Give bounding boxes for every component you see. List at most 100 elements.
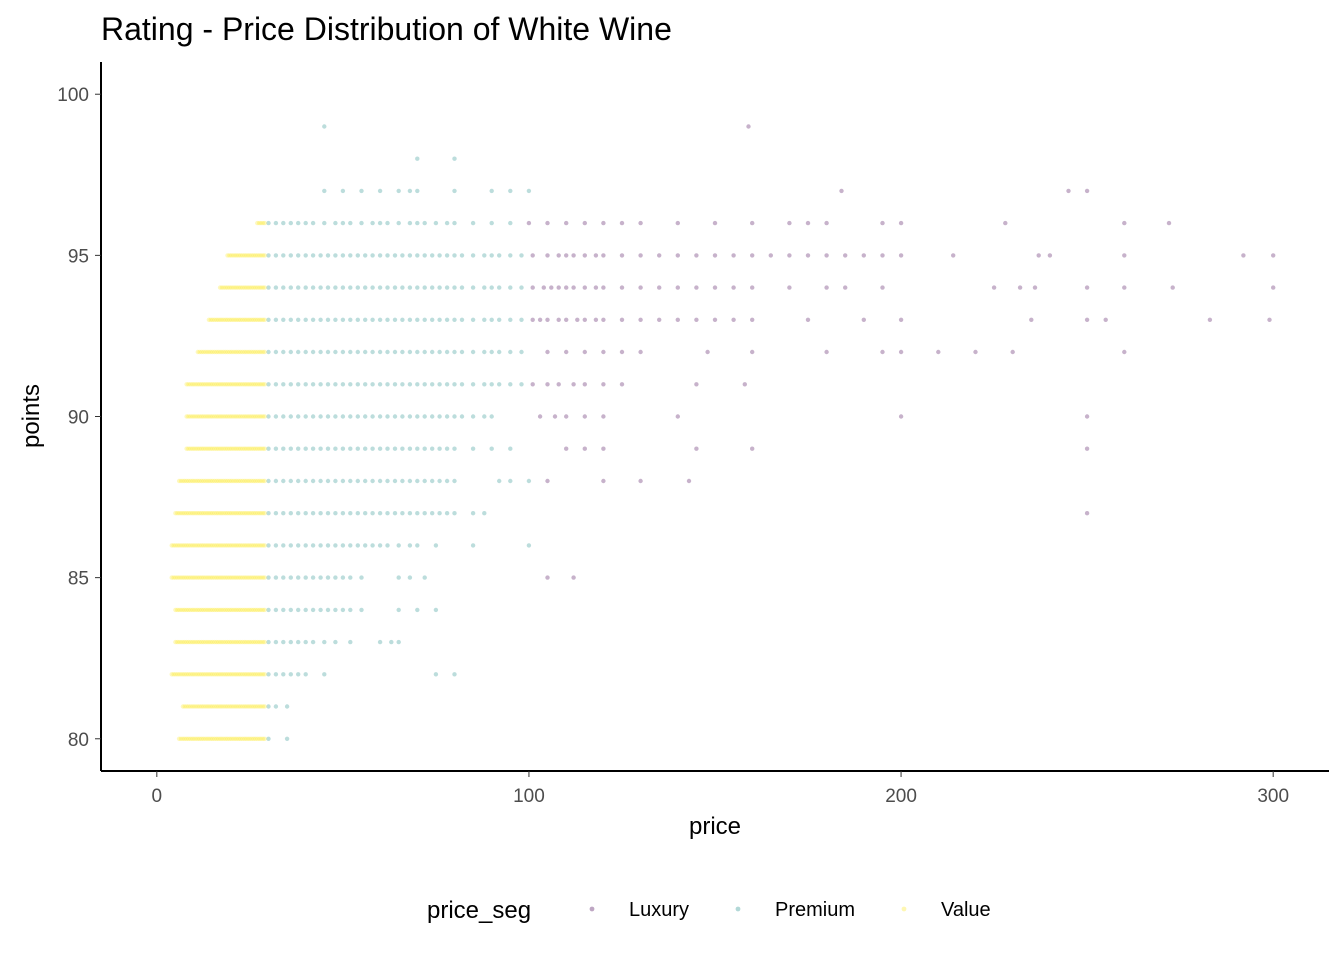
point-value (180, 478, 186, 484)
point-value (190, 543, 195, 548)
point-premium (489, 285, 494, 290)
point-value (238, 414, 243, 419)
point-value (210, 478, 215, 484)
point-premium (422, 285, 427, 290)
point-value (208, 511, 213, 516)
point-premium (318, 349, 323, 355)
point-premium (407, 414, 413, 419)
point-value (234, 543, 239, 548)
point-premium (355, 414, 360, 419)
point-premium (370, 349, 375, 355)
point-luxury (951, 253, 956, 258)
point-premium (325, 253, 331, 258)
point-luxury (530, 317, 535, 322)
point-premium (266, 349, 271, 355)
point-value (216, 672, 221, 677)
point-premium (273, 575, 279, 580)
point-value (255, 575, 260, 580)
point-premium (288, 253, 293, 258)
point-luxury (556, 382, 561, 387)
point-premium (310, 382, 316, 387)
point-value (190, 575, 195, 580)
point-premium (310, 607, 316, 613)
point-premium (355, 317, 360, 322)
point-value (204, 607, 210, 613)
point-luxury (1084, 285, 1090, 290)
point-luxury (1271, 253, 1276, 258)
point-luxury (582, 349, 587, 355)
point-premium (303, 317, 308, 322)
legend-title: price_seg (427, 897, 531, 924)
point-premium (325, 511, 331, 516)
point-value (180, 607, 186, 613)
point-premium (281, 607, 286, 613)
point-premium (407, 575, 413, 580)
point-luxury (638, 285, 643, 290)
point-premium (470, 220, 476, 226)
point-value (260, 607, 266, 613)
point-value (257, 253, 262, 258)
point-value (171, 575, 176, 580)
point-value (258, 382, 264, 387)
point-value (197, 736, 202, 741)
point-value (223, 736, 228, 741)
point-value (197, 446, 202, 451)
point-premium (526, 478, 532, 484)
point-value (214, 317, 219, 322)
point-premium (392, 317, 398, 322)
point-value (206, 575, 212, 580)
point-value (180, 575, 186, 580)
point-value (201, 543, 206, 548)
point-premium (519, 349, 524, 355)
point-value (249, 253, 254, 258)
point-premium (288, 414, 293, 419)
point-premium (433, 672, 439, 677)
point-value (191, 704, 197, 709)
point-value (229, 285, 234, 290)
point-value (249, 672, 254, 677)
point-value (186, 414, 191, 419)
point-luxury (880, 220, 885, 226)
point-premium (392, 349, 398, 355)
point-value (208, 446, 213, 451)
point-luxury (768, 253, 773, 258)
point-value (260, 511, 266, 516)
point-value (230, 285, 236, 290)
point-value (242, 478, 247, 484)
point-value (180, 704, 186, 709)
point-premium (310, 446, 316, 451)
point-premium (407, 253, 413, 258)
point-value (176, 543, 182, 548)
point-value (175, 607, 180, 613)
point-value (199, 736, 204, 741)
point-premium (318, 607, 323, 613)
point-value (253, 317, 258, 322)
point-premium (288, 446, 293, 451)
point-value (258, 414, 264, 419)
point-luxury (582, 285, 587, 290)
point-premium (303, 285, 308, 290)
point-luxury (898, 220, 904, 226)
point-premium (303, 446, 308, 451)
point-value (225, 639, 230, 645)
point-premium (430, 511, 435, 516)
point-premium (444, 446, 450, 451)
point-value (221, 639, 226, 645)
point-value (236, 317, 241, 322)
point-luxury (1271, 285, 1276, 290)
point-value (260, 349, 266, 355)
point-value (258, 543, 264, 548)
point-value (195, 414, 200, 419)
point-value (257, 414, 262, 419)
point-premium (437, 285, 442, 290)
point-premium (377, 543, 383, 548)
point-value (243, 414, 249, 419)
point-value (204, 704, 210, 709)
point-premium (470, 349, 476, 355)
point-value (212, 414, 217, 419)
point-value (221, 478, 226, 484)
point-value (201, 382, 206, 387)
point-premium (303, 511, 308, 516)
legend-key-luxury (589, 906, 595, 912)
point-premium (296, 511, 301, 516)
